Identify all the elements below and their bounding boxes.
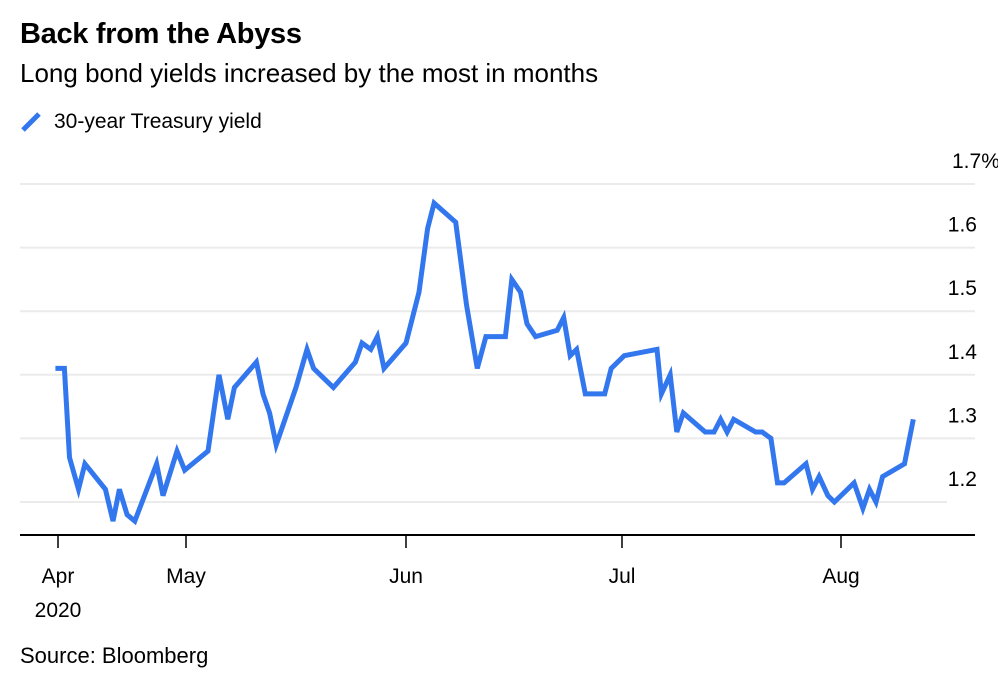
y-axis: 1.2 1.3 1.4 1.5 1.6 1.7% bbox=[948, 150, 998, 491]
series-layer bbox=[55, 198, 916, 526]
chart-title: Back from the Abyss bbox=[20, 18, 302, 50]
legend-label: 30-year Treasury yield bbox=[54, 110, 262, 133]
chart-subtitle: Long bond yields increased by the most i… bbox=[20, 58, 599, 88]
y-tick-label: 1.2 bbox=[948, 468, 977, 491]
x-tick-label: May bbox=[166, 565, 206, 588]
x-tick-sublabel: 2020 bbox=[35, 599, 82, 622]
x-tick-label: Jun bbox=[389, 565, 423, 588]
gridlines bbox=[20, 183, 975, 503]
series-line bbox=[55, 198, 916, 526]
x-axis: Apr 2020 May Jun Jul Aug bbox=[20, 534, 975, 622]
source-note: Source: Bloomberg bbox=[20, 643, 209, 668]
x-tick-label: Aug bbox=[822, 565, 859, 588]
x-tick-label: Apr bbox=[42, 565, 75, 588]
y-tick-label: 1.6 bbox=[948, 214, 977, 237]
legend: 30-year Treasury yield bbox=[20, 110, 262, 134]
y-tick-label: 1.4 bbox=[948, 341, 978, 364]
line-swatch-icon bbox=[21, 112, 41, 132]
x-tick-label: Jul bbox=[609, 565, 636, 588]
y-tick-label: 1.7% bbox=[952, 150, 998, 173]
y-tick-label: 1.3 bbox=[948, 404, 977, 427]
y-tick-label: 1.5 bbox=[948, 277, 977, 300]
